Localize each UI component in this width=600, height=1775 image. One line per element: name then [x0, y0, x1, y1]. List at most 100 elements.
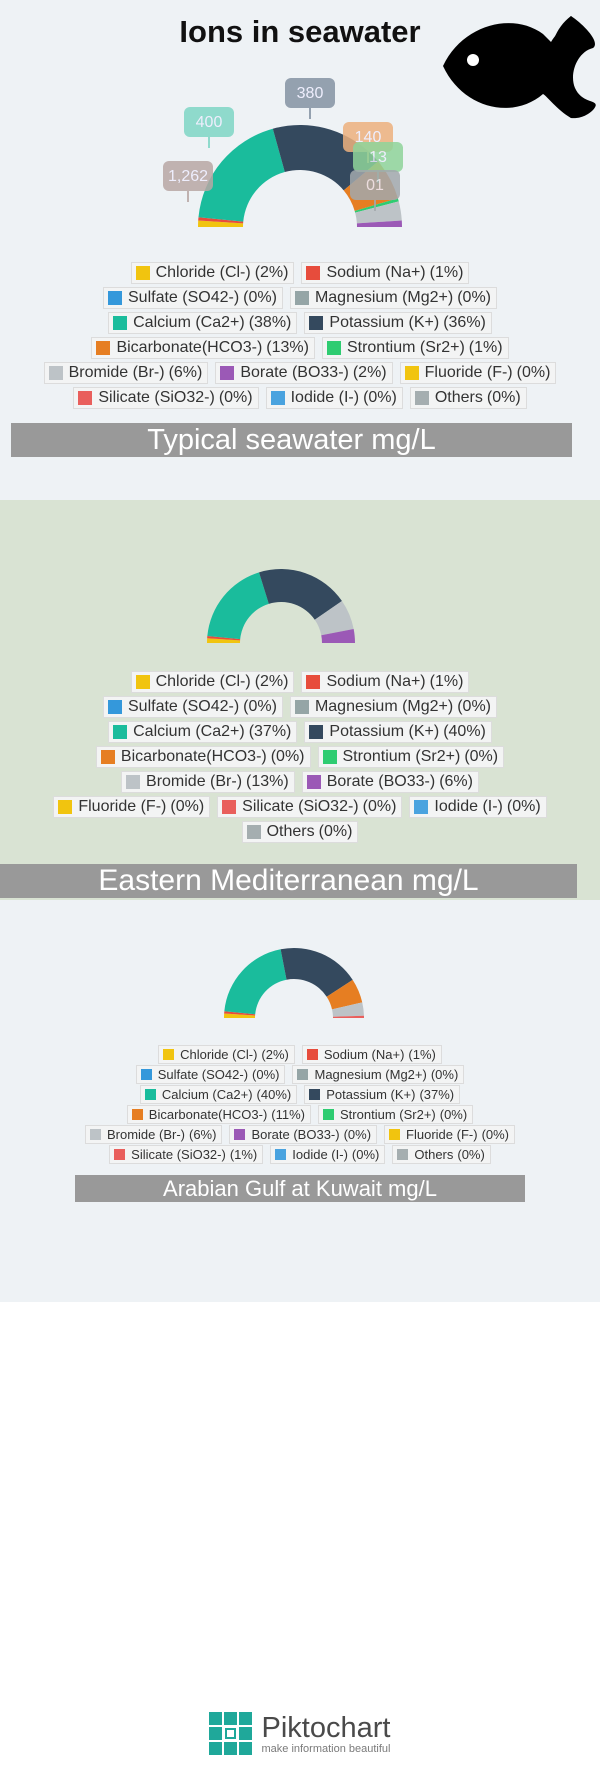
legend-label: Sulfate (SO42-)	[128, 698, 240, 715]
legend-row: Chloride (Cl-) (2%) Sodium (Na+) (1%)	[0, 262, 600, 284]
callout: 13	[353, 142, 403, 183]
legend-row: Bicarbonate(HCO3-) (11%) Strontium (Sr2+)(…	[0, 1105, 600, 1124]
legend-value: (0%)	[243, 289, 277, 306]
legend-item: Magnesium (Mg2+) (0%)	[289, 696, 497, 718]
legend-value: (40%)	[443, 723, 486, 740]
legend-item: Borate (BO33-) (6%)	[301, 771, 479, 793]
legend-value: (0%)	[218, 389, 253, 406]
legend-value: (2%)	[254, 264, 289, 281]
legend-swatch	[140, 1069, 152, 1080]
legend-value: (2%)	[261, 1047, 289, 1062]
legend-swatch	[246, 825, 261, 839]
pie-slice	[198, 220, 244, 227]
pie-slice	[321, 628, 355, 643]
legend-item: Iodide (I-) (0%)	[265, 387, 403, 409]
legend-swatch	[309, 725, 324, 739]
legend-value: (0%)	[457, 1147, 485, 1162]
legend-label: Bicarbonate(HCO3-)	[120, 748, 267, 765]
legend-label: Borate (BO33-)	[240, 364, 349, 381]
legend-value: (0%)	[252, 1067, 280, 1082]
callout: 400	[184, 107, 234, 148]
legend-value: (11%)	[271, 1107, 306, 1122]
legend-label: Fluoride (F-)	[406, 1127, 478, 1142]
legend-item: Strontium (Sr2+) (0%)	[318, 1105, 474, 1124]
legend-value: (0%)	[506, 798, 541, 815]
legend-item: Others (0%)	[241, 821, 359, 843]
callout-box	[285, 78, 335, 108]
legend-row: Others (0%)	[0, 821, 600, 843]
legend-item: Bromide (Br-) (6%)	[84, 1125, 223, 1144]
pie-slice	[224, 949, 287, 1015]
legend-label: Magnesium (Mg2+)	[314, 698, 454, 715]
legend-row: Sulfate (SO42-) (0%) Magnesium (Mg2+) (0%)	[0, 287, 600, 309]
callout-box	[163, 161, 213, 191]
legend-value: (0%)	[516, 364, 551, 381]
legend-value: (6%)	[439, 773, 473, 790]
legend-swatch	[126, 775, 141, 789]
legend-row: Chloride (Cl-) (2%) Sodium (Na+) (1%)	[0, 671, 600, 693]
brand-block: Piktochart make information beautiful	[261, 1713, 390, 1755]
legend-swatch	[144, 1089, 156, 1100]
legend-label: Calcium (Ca2+)	[133, 314, 245, 331]
legend: Chloride (Cl-) (2%) Sodium (Na+) (1%) Sulfat…	[0, 262, 600, 412]
logo-icon	[209, 1712, 253, 1755]
pie-slice	[326, 979, 363, 1010]
legend-swatch	[294, 700, 309, 714]
legend-label: Fluoride (F-)	[78, 798, 167, 815]
pie-slice	[314, 601, 354, 636]
legend-value: (0%)	[439, 1107, 468, 1122]
legend-label: Strontium (Sr2+)	[346, 339, 465, 356]
legend-label: Strontium (Sr2+)	[342, 748, 461, 765]
legend-label: Iodide (I-)	[290, 389, 360, 406]
legend-swatch	[414, 800, 429, 814]
callout: 380	[285, 78, 335, 119]
legend-label: Bromide (Br-)	[146, 773, 243, 790]
pie-slice	[207, 572, 269, 640]
legend-label: Bromide (Br-)	[106, 1127, 185, 1142]
legend-row: Sulfate (SO42-) (0%) Magnesium (Mg2+) (0%)	[0, 1065, 600, 1084]
footer: Piktochart make information beautiful	[0, 1712, 600, 1756]
legend-item: Sulfate (SO42-) (0%)	[103, 696, 283, 718]
pie-slice	[356, 220, 402, 227]
legend-value: (1%)	[229, 1147, 258, 1162]
legend-label: Calcium (Ca2+)	[133, 723, 245, 740]
legend-item: Chloride (Cl-) (2%)	[130, 671, 295, 693]
legend-label: Sulfate (SO42-)	[128, 289, 240, 306]
legend-swatch	[113, 725, 128, 739]
legend-swatch	[48, 366, 63, 380]
legend-value: (0%)	[351, 1147, 380, 1162]
legend-value: (0%)	[481, 1127, 510, 1142]
legend-row: Chloride (Cl-) (2%) Sodium (Na+) (1%)	[0, 1045, 600, 1064]
legend-swatch	[397, 1149, 409, 1160]
legend-label: Magnesium (Mg2+)	[314, 289, 454, 306]
legend-value: (0%)	[270, 748, 305, 765]
legend-item: Potassium (K+) (36%)	[304, 312, 492, 334]
legend-value: (13%)	[246, 773, 289, 790]
legend-item: Silicate (SiO32-) (1%)	[109, 1145, 264, 1164]
legend-label: Bicarbonate(HCO3-)	[148, 1107, 268, 1122]
callout-box	[350, 170, 400, 200]
legend-label: Iodide (I-)	[434, 798, 503, 815]
legend-row: Bromide (Br-) (13%) Borate (BO33-) (6%)	[0, 771, 600, 793]
legend-item: Chloride (Cl-) (2%)	[130, 262, 295, 284]
legend-value: (1%)	[468, 339, 503, 356]
legend-label: Borate (BO33-)	[251, 1127, 340, 1142]
legend-label: Calcium (Ca2+)	[161, 1087, 253, 1102]
legend-item: Iodide (I-) (0%)	[409, 796, 547, 818]
chart-title: Typical seawater mg/L	[11, 423, 572, 457]
legend-item: Sodium (Na+) (1%)	[301, 671, 470, 693]
legend-item: Sulfate (SO42-) (0%)	[135, 1065, 286, 1084]
legend-value: (2%)	[352, 364, 387, 381]
legend-swatch	[114, 1149, 126, 1160]
legend-label: Bromide (Br-)	[68, 364, 165, 381]
legend-label: Sodium (Na+)	[326, 673, 426, 690]
legend-label: Chloride (Cl-)	[180, 1047, 258, 1062]
legend-swatch	[389, 1129, 401, 1140]
legend-row: Calcium (Ca2+) (40%) Potassium (K+) (37%)	[0, 1085, 600, 1104]
legend-label: Others	[434, 389, 483, 406]
legend-swatch	[306, 266, 321, 280]
legend-row: Bicarbonate(HCO3-) (13%) Strontium (Sr2+)(…	[0, 337, 600, 359]
pie-slice	[354, 198, 399, 213]
